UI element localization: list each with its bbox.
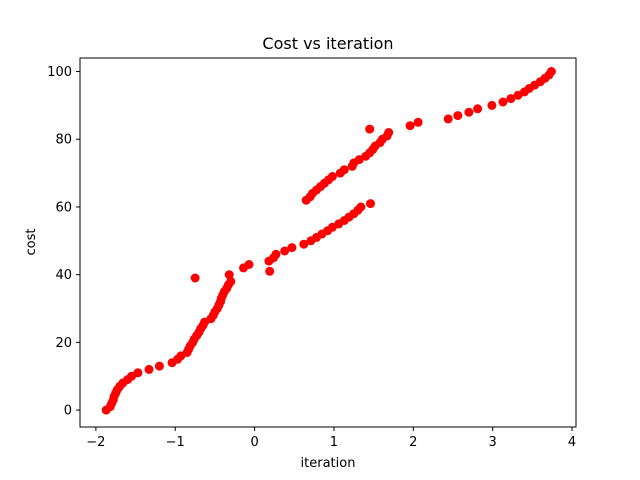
x-tick-label: 4 <box>568 435 576 450</box>
x-axis-label: iteration <box>301 456 356 471</box>
data-point <box>413 117 423 127</box>
data-point <box>498 97 508 107</box>
data-point <box>546 67 556 76</box>
data-point <box>443 114 453 124</box>
y-tick-label: 80 <box>55 133 72 148</box>
data-point <box>464 107 474 117</box>
data-point <box>327 172 337 181</box>
data-point <box>133 368 143 378</box>
y-tick-label: 60 <box>55 200 72 215</box>
data-point <box>506 94 516 104</box>
y-tick-label: 100 <box>47 65 72 80</box>
data-point <box>299 239 309 249</box>
data-point <box>144 364 154 374</box>
data-point <box>190 273 200 283</box>
plot-frame <box>79 57 577 428</box>
x-tick-label: 3 <box>489 435 497 450</box>
data-point <box>154 361 164 371</box>
x-tick-label: 1 <box>330 435 338 450</box>
data-point <box>224 270 234 280</box>
data-point <box>384 128 394 137</box>
data-point <box>356 202 366 212</box>
data-point <box>405 121 415 131</box>
data-point <box>280 246 290 256</box>
data-point <box>365 124 375 134</box>
y-axis-ticks: 0 20 40 60 80 100 <box>47 65 80 419</box>
x-tick-label: −2 <box>86 435 105 450</box>
data-point <box>287 243 297 253</box>
x-tick-label: −1 <box>166 435 185 450</box>
data-markers <box>101 67 556 415</box>
x-axis-ticks: −2 −1 0 1 2 3 4 <box>86 427 576 450</box>
chart-title: Cost vs iteration <box>262 34 393 53</box>
data-point <box>265 266 275 276</box>
x-tick-label: 2 <box>409 435 417 450</box>
data-point <box>244 260 254 269</box>
data-point <box>339 165 349 175</box>
data-point <box>366 199 375 209</box>
data-point <box>473 104 483 114</box>
x-tick-label: 0 <box>250 435 258 450</box>
y-axis-label: cost <box>24 229 39 256</box>
y-tick-label: 0 <box>64 404 72 419</box>
data-point <box>453 111 463 121</box>
y-tick-label: 40 <box>55 268 72 283</box>
y-tick-label: 20 <box>55 336 72 351</box>
data-point <box>487 100 497 110</box>
data-point <box>271 249 281 259</box>
